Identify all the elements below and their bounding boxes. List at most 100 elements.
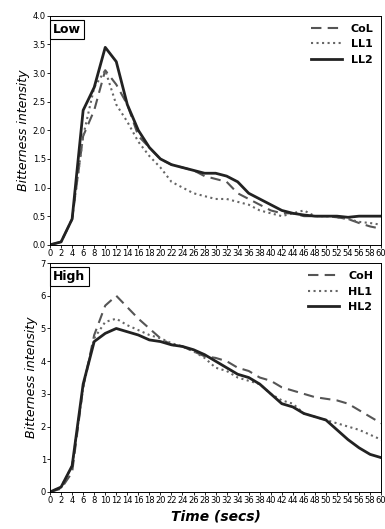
CoH xyxy=(346,400,350,407)
HL1 xyxy=(379,436,383,443)
HL2 xyxy=(301,411,306,417)
LL1 xyxy=(125,118,130,125)
HL2 xyxy=(147,337,152,343)
LL2 xyxy=(357,213,362,220)
HL1 xyxy=(48,489,52,495)
CoL xyxy=(191,167,196,174)
CoH xyxy=(213,355,218,361)
LL1 xyxy=(136,139,141,145)
CoL xyxy=(158,156,163,162)
HL1 xyxy=(258,381,262,387)
LL1 xyxy=(59,239,64,245)
LL2 xyxy=(48,242,52,248)
LL1 xyxy=(280,213,284,220)
CoL xyxy=(280,210,284,216)
CoH xyxy=(125,304,130,311)
Line: CoH: CoH xyxy=(50,296,381,492)
CoH xyxy=(379,420,383,426)
LL2 xyxy=(313,213,317,220)
HL1 xyxy=(92,335,97,341)
LL1 xyxy=(147,153,152,159)
HL1 xyxy=(202,355,207,361)
LL2 xyxy=(268,202,273,208)
HL1 xyxy=(125,322,130,329)
LL1 xyxy=(346,216,350,222)
HL2 xyxy=(224,364,229,371)
CoL xyxy=(125,102,130,108)
HL1 xyxy=(224,368,229,374)
CoL xyxy=(235,190,240,196)
CoH xyxy=(158,335,163,341)
LL2 xyxy=(346,214,350,221)
HL2 xyxy=(169,342,174,348)
LL2 xyxy=(291,210,295,216)
Text: Low: Low xyxy=(54,23,81,36)
CoH xyxy=(291,387,295,394)
CoL xyxy=(70,216,74,222)
HL2 xyxy=(114,325,119,332)
LL1 xyxy=(313,213,317,220)
LL2 xyxy=(368,213,372,220)
CoL xyxy=(59,239,64,245)
HL1 xyxy=(280,397,284,404)
CoH xyxy=(258,375,262,381)
HL2 xyxy=(59,484,64,490)
LL1 xyxy=(180,185,185,191)
HL1 xyxy=(313,414,317,420)
LL2 xyxy=(59,239,64,245)
LL2 xyxy=(136,127,141,133)
LL2 xyxy=(324,213,328,220)
CoH xyxy=(324,396,328,402)
HL1 xyxy=(180,343,185,350)
LL1 xyxy=(48,242,52,248)
CoH xyxy=(92,332,97,338)
LL2 xyxy=(224,173,229,179)
CoL xyxy=(224,179,229,185)
CoH xyxy=(202,353,207,359)
HL2 xyxy=(335,427,339,433)
X-axis label: Time (secs): Time (secs) xyxy=(171,509,261,523)
HL2 xyxy=(280,400,284,407)
HL1 xyxy=(324,417,328,423)
LL1 xyxy=(268,210,273,216)
HL1 xyxy=(368,432,372,438)
CoH xyxy=(280,384,284,390)
LL2 xyxy=(169,161,174,168)
HL2 xyxy=(313,414,317,420)
Line: HL2: HL2 xyxy=(50,329,381,492)
LL2 xyxy=(92,84,97,90)
HL2 xyxy=(379,454,383,461)
Line: LL1: LL1 xyxy=(50,70,381,245)
Y-axis label: Bitterness intensity: Bitterness intensity xyxy=(25,317,38,438)
Line: HL1: HL1 xyxy=(50,318,381,492)
CoH xyxy=(301,391,306,397)
HL2 xyxy=(268,391,273,397)
HL1 xyxy=(169,340,174,346)
LL1 xyxy=(258,207,262,214)
CoL xyxy=(291,210,295,216)
CoH xyxy=(81,384,85,390)
LL2 xyxy=(180,165,185,171)
HL2 xyxy=(213,358,218,364)
HL1 xyxy=(335,420,339,426)
Line: LL2: LL2 xyxy=(50,47,381,245)
CoH xyxy=(368,414,372,420)
HL1 xyxy=(246,378,251,384)
CoL xyxy=(268,207,273,214)
LL2 xyxy=(81,107,85,113)
CoL xyxy=(313,213,317,220)
HL1 xyxy=(213,364,218,371)
LL2 xyxy=(125,102,130,108)
LL1 xyxy=(92,84,97,90)
CoL xyxy=(92,107,97,113)
CoH xyxy=(235,364,240,371)
CoH xyxy=(136,315,141,322)
HL1 xyxy=(81,384,85,390)
LL1 xyxy=(114,102,119,108)
CoH xyxy=(335,397,339,404)
LL1 xyxy=(158,165,163,171)
LL2 xyxy=(191,167,196,174)
CoL xyxy=(357,220,362,226)
LL2 xyxy=(202,170,207,176)
CoH xyxy=(224,358,229,364)
